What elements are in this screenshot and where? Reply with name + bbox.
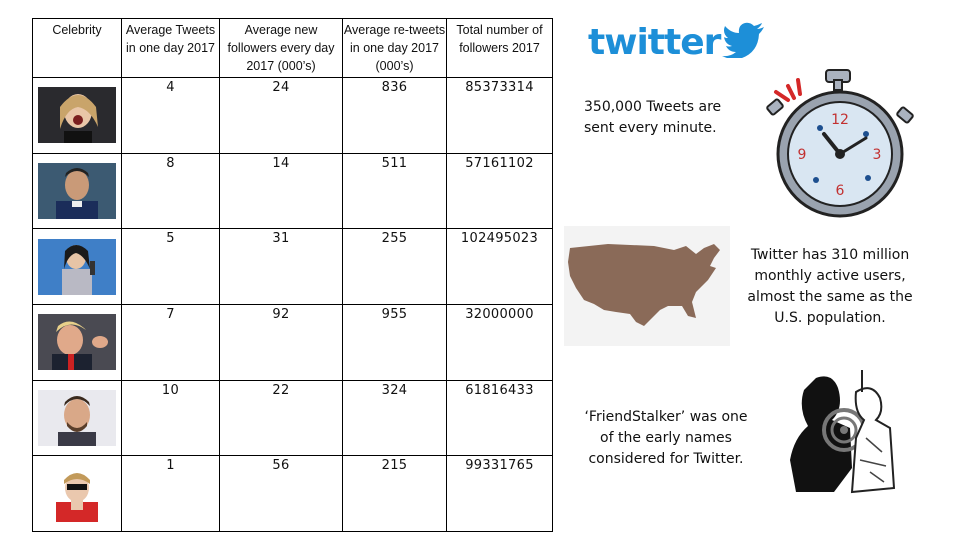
celebrity-photo-cell bbox=[32, 379, 122, 457]
celebrity-photo-cell bbox=[32, 455, 122, 533]
fact-early-names: ‘FriendStalker’ was one of the early nam… bbox=[584, 409, 748, 467]
fact-tweets-per-minute: 350,000 Tweets are sent every minute. bbox=[584, 99, 722, 136]
new-followers-cell: 24 bbox=[219, 77, 343, 154]
total-followers-cell: 32000000 bbox=[446, 304, 553, 381]
celebrity-photo bbox=[38, 87, 116, 144]
table-row: 7 92 955 32000000 bbox=[32, 304, 553, 381]
celebrity-photo-cell bbox=[32, 77, 122, 154]
table-row: 4 24 836 85373314 bbox=[32, 77, 553, 154]
stalker-illustration bbox=[786, 368, 900, 503]
avg-tweets-cell: 4 bbox=[121, 77, 220, 154]
table-row: 10 22 324 61816433 bbox=[32, 379, 553, 457]
header-celebrity: Celebrity bbox=[32, 18, 122, 78]
svg-text:9: 9 bbox=[798, 147, 807, 163]
avg-tweets-cell: 10 bbox=[121, 379, 220, 457]
avg-tweets-cell: 8 bbox=[121, 152, 220, 230]
avg-tweets-cell: 7 bbox=[121, 304, 220, 381]
celebrity-stats-table: Celebrity Average Tweets in one day 2017… bbox=[32, 18, 553, 533]
total-followers-cell: 85373314 bbox=[446, 77, 553, 154]
retweets-cell: 324 bbox=[342, 379, 447, 457]
total-followers-cell: 102495023 bbox=[446, 228, 553, 306]
total-followers-cell: 99331765 bbox=[446, 455, 553, 533]
celebrity-photo bbox=[38, 465, 116, 522]
us-map-illustration bbox=[564, 226, 730, 351]
retweets-cell: 511 bbox=[342, 152, 447, 230]
celebrity-photo bbox=[38, 238, 116, 295]
celebrity-photo bbox=[38, 314, 116, 371]
avg-tweets-cell: 5 bbox=[121, 228, 220, 306]
total-followers-cell: 57161102 bbox=[446, 152, 553, 230]
table-row: 8 14 511 57161102 bbox=[32, 152, 553, 230]
retweets-cell: 836 bbox=[342, 77, 447, 154]
table-header-row: Celebrity Average Tweets in one day 2017… bbox=[32, 18, 553, 78]
stopwatch-numbers: 12 3 6 9 bbox=[798, 112, 882, 199]
twitter-logo: twitter bbox=[588, 22, 766, 63]
header-avg-tweets: Average Tweets in one day 2017 bbox=[121, 18, 220, 78]
celebrity-photo-cell bbox=[32, 304, 122, 381]
celebrity-photo bbox=[38, 390, 116, 447]
avg-tweets-cell: 1 bbox=[121, 455, 220, 533]
new-followers-cell: 31 bbox=[219, 228, 343, 306]
header-total-followers: Total number of followers 2017 bbox=[446, 18, 553, 78]
new-followers-cell: 22 bbox=[219, 379, 343, 457]
stopwatch-illustration: 12 3 6 9 bbox=[760, 62, 948, 227]
new-followers-cell: 14 bbox=[219, 152, 343, 230]
table-row: 1 56 215 99331765 bbox=[32, 455, 553, 533]
celebrity-photo-cell bbox=[32, 152, 122, 230]
retweets-cell: 215 bbox=[342, 455, 447, 533]
bird-icon bbox=[722, 22, 766, 63]
total-followers-cell: 61816433 bbox=[446, 379, 553, 457]
celebrity-photo-cell bbox=[32, 228, 122, 306]
fact-monthly-users: Twitter has 310 million monthly active u… bbox=[747, 247, 913, 326]
svg-text:6: 6 bbox=[836, 183, 845, 199]
header-retweets: Average re-tweets in one day 2017 (000’s… bbox=[342, 18, 447, 78]
svg-text:12: 12 bbox=[831, 112, 849, 128]
retweets-cell: 255 bbox=[342, 228, 447, 306]
new-followers-cell: 56 bbox=[219, 455, 343, 533]
new-followers-cell: 92 bbox=[219, 304, 343, 381]
table-row: 5 31 255 102495023 bbox=[32, 228, 553, 306]
logo-wordmark: twitter bbox=[588, 21, 721, 63]
retweets-cell: 955 bbox=[342, 304, 447, 381]
header-new-followers: Average new followers every day 2017 (00… bbox=[219, 18, 343, 78]
svg-text:3: 3 bbox=[873, 147, 882, 163]
celebrity-photo bbox=[38, 163, 116, 220]
